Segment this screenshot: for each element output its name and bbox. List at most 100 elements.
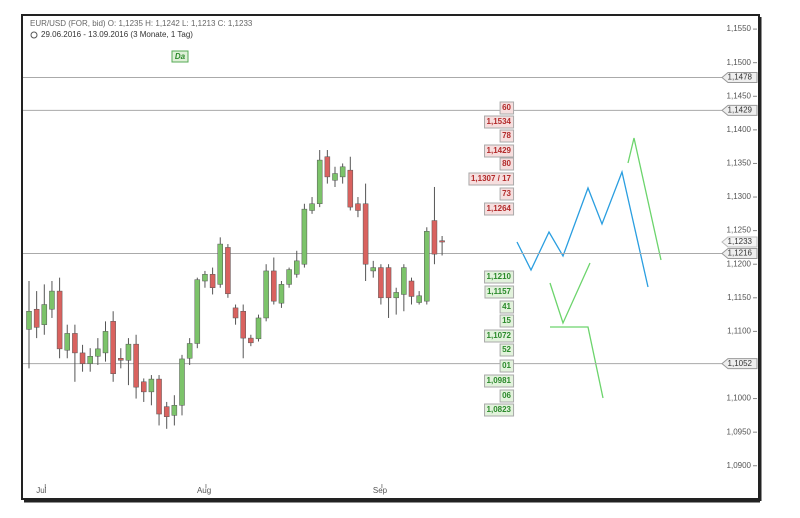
candle-body: [148, 378, 155, 393]
candle-body: [87, 356, 93, 364]
level-tag: 06: [502, 391, 511, 400]
y-tick-label: 1,1150: [727, 293, 751, 302]
candle-body: [286, 269, 292, 285]
candle-body: [378, 267, 384, 299]
candle-body: [163, 406, 170, 417]
level-tag: 1,1210: [487, 272, 512, 281]
candle-body: [263, 270, 269, 319]
level-tag: 60: [502, 103, 511, 112]
level-tag: 80: [502, 159, 511, 168]
candle-body: [309, 203, 315, 211]
candle-body: [141, 381, 147, 393]
x-tick-label: Aug: [197, 486, 211, 495]
candle-body: [125, 343, 132, 361]
y-tick-label: 1,1300: [727, 192, 752, 201]
candle-body: [118, 358, 124, 361]
frame: [21, 14, 760, 500]
period: 29.06.2016 - 13.09.2016 (3 Monate, 1 Tag…: [41, 30, 193, 39]
candle-body: [424, 231, 430, 302]
candle-body: [102, 331, 109, 354]
candle-body: [49, 290, 55, 310]
candle-body: [64, 333, 70, 351]
level-tag-box: [484, 285, 515, 299]
y-tick-label: 1,1200: [727, 259, 752, 268]
candle-body: [316, 159, 323, 205]
level-tag: 1,1534: [487, 117, 512, 126]
candle-body: [301, 208, 308, 265]
candle-body: [133, 343, 139, 388]
y-tick-label: 1,0900: [727, 461, 752, 470]
price-marker: [721, 358, 758, 370]
level-tag: 01: [502, 361, 511, 370]
y-tick-label: 1,1450: [727, 91, 752, 100]
candle-body: [186, 343, 193, 359]
candle-body: [393, 292, 399, 299]
candle-body: [271, 270, 277, 302]
candle-body: [156, 378, 162, 415]
level-tag-box: [484, 374, 515, 388]
price-marker-label: 1,1478: [728, 73, 753, 82]
price-marker-label: 1,1052: [728, 359, 753, 368]
badge: Da: [175, 52, 186, 61]
level-tag: 1,1429: [487, 146, 512, 155]
level-tag: 1,1157: [487, 287, 512, 296]
candle-body: [72, 333, 78, 354]
level-tag-box: [484, 144, 515, 158]
candle-body: [217, 243, 223, 285]
level-tag-box: [499, 300, 515, 314]
level-tag: 1,1072: [487, 331, 512, 340]
price-marker-label: 1,1216: [728, 249, 753, 258]
level-tag: 1,1264: [487, 204, 512, 213]
candle-body: [347, 169, 354, 208]
candle-body: [225, 247, 231, 295]
candle-body: [171, 405, 178, 416]
level-tag-box: [484, 115, 515, 129]
candle-body: [401, 267, 407, 295]
candle-body: [370, 267, 376, 272]
candle-body: [202, 274, 208, 282]
projection-green: [627, 137, 662, 261]
level-tag: 52: [502, 345, 511, 354]
candle-body: [194, 279, 201, 344]
candle-body: [179, 358, 185, 406]
y-tick-label: 1,1100: [727, 327, 751, 336]
candle-body: [385, 267, 392, 299]
projection-lines: [516, 137, 662, 399]
candle-body: [324, 156, 331, 178]
y-tick-label: 1,1000: [727, 394, 752, 403]
price-marker: [721, 71, 758, 83]
candle-body: [294, 260, 300, 275]
level-tag-box: [499, 343, 515, 357]
price-marker: [721, 104, 758, 116]
candle-body: [439, 240, 445, 243]
candle-body: [248, 337, 254, 344]
y-tick-label: 1,1550: [727, 24, 752, 33]
level-tag: 15: [502, 316, 511, 325]
projection-blue: [516, 169, 649, 288]
candle-body: [110, 321, 116, 374]
candle-body: [209, 274, 216, 288]
candle-body: [33, 308, 40, 328]
badge-box: [171, 50, 189, 63]
candle-body: [56, 290, 63, 350]
level-tag-box: [499, 389, 515, 403]
level-tag: 41: [502, 302, 511, 311]
projection-green: [549, 262, 591, 325]
candle-body: [240, 310, 246, 339]
level-tag-box: [499, 187, 515, 201]
level-tag-box: [484, 403, 515, 417]
y-tick-label: 1,1400: [727, 125, 752, 134]
level-tag-box: [468, 172, 515, 186]
candle-body: [339, 166, 346, 178]
candle-body: [26, 310, 32, 330]
candle-body: [431, 220, 438, 255]
clock-icon: [30, 31, 38, 39]
y-tick-label: 1,1250: [727, 226, 752, 235]
level-tag: 1,1307 / 17: [471, 174, 512, 183]
level-tag: 73: [502, 189, 511, 198]
level-tag-box: [499, 129, 515, 143]
header: EUR/USD (FOR, bid) O: 1,1235 H: 1,1242 L…: [30, 19, 253, 28]
level-tag-box: [499, 359, 515, 373]
level-tag-box: [484, 202, 515, 216]
